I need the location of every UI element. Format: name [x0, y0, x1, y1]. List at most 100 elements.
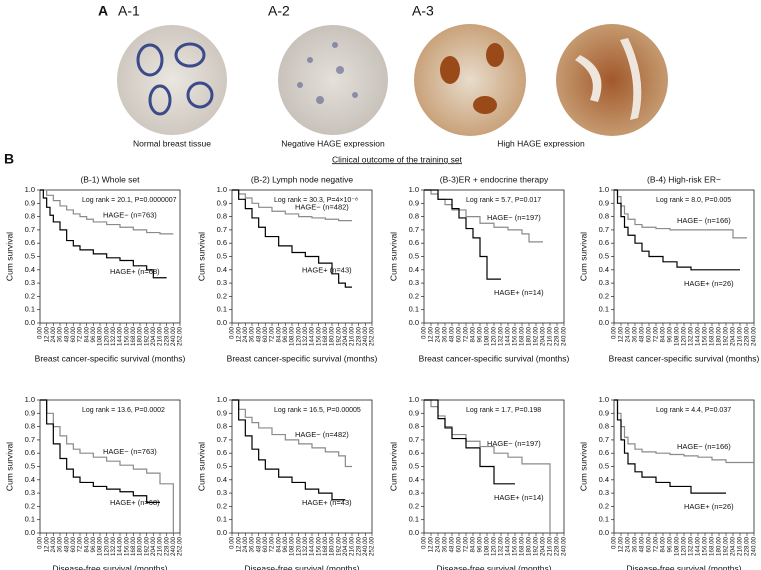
- y-tick-label: 0.9: [599, 198, 609, 207]
- annotation: Log rank = 30.3, P=4×10⁻⁸: [274, 197, 358, 204]
- y-tick-label: 1.0: [25, 395, 35, 404]
- y-tick-label: 0.9: [25, 198, 35, 207]
- y-tick-label: 0.7: [599, 225, 609, 234]
- x-tick-label: 0.00: [611, 326, 618, 339]
- x-tick-label: 216.00: [157, 536, 164, 555]
- y-tick-label: 0.1: [217, 305, 227, 314]
- x-tick-label: 252.00: [369, 326, 376, 345]
- y-tick-label: 0.1: [217, 515, 227, 524]
- x-tick-label: 168.00: [519, 326, 526, 345]
- x-tick-label: 132.00: [302, 326, 309, 345]
- annotation: Log rank = 5.7, P=0.017: [466, 197, 541, 204]
- glands: [136, 42, 214, 116]
- x-axis-label: Disease-free survival (months): [52, 563, 167, 570]
- x-tick-label: 216.00: [547, 326, 554, 345]
- y-tick-label: 0.5: [25, 251, 35, 260]
- x-tick-label: 216.00: [349, 536, 356, 555]
- y-tick-label: 0.4: [409, 265, 419, 274]
- x-tick-label: 84.00: [275, 326, 282, 342]
- y-tick-label: 0.0: [25, 318, 35, 327]
- curve-label: HAGE+ (n=14): [494, 493, 544, 502]
- image-caption: Negative HAGE expression: [281, 138, 385, 148]
- x-axis-label: Breast cancer-specific survival (months): [227, 353, 378, 363]
- x-tick-label: 48.00: [639, 326, 646, 342]
- x-tick-label: 228.00: [355, 536, 362, 555]
- y-tick-label: 0.6: [599, 238, 609, 247]
- stain: [440, 43, 504, 114]
- x-tick-label: 168.00: [519, 536, 526, 555]
- survival-curve: [232, 189, 352, 222]
- x-tick-label: 24.00: [50, 326, 57, 342]
- x-tick-label: 204.00: [730, 326, 737, 345]
- x-tick-label: 0.00: [37, 536, 44, 549]
- survival-curve: [40, 189, 174, 235]
- x-tick-label: 216.00: [547, 536, 554, 555]
- y-tick-label: 0.0: [217, 528, 227, 537]
- y-tick-label: 0.2: [217, 291, 227, 300]
- x-tick-label: 36.00: [57, 326, 64, 342]
- x-tick-label: 0.00: [229, 536, 236, 549]
- y-tick-label: 1.0: [217, 185, 227, 194]
- tissue-image: [117, 25, 227, 135]
- tissue-image: [278, 25, 388, 135]
- x-tick-label: 48.00: [639, 536, 646, 552]
- y-tick-label: 0.2: [599, 291, 609, 300]
- x-tick-label: 156.00: [315, 326, 322, 345]
- y-tick-label: 0.3: [25, 488, 35, 497]
- y-tick-label: 0.3: [25, 278, 35, 287]
- x-tick-label: 96.00: [667, 326, 674, 342]
- x-tick-label: 228.00: [355, 326, 362, 345]
- y-tick-label: 0.3: [409, 488, 419, 497]
- image-caption: High HAGE expression: [497, 138, 585, 148]
- y-tick-label: 0.3: [599, 488, 609, 497]
- x-tick-label: 108.00: [484, 536, 491, 555]
- x-tick-label: 180.00: [716, 326, 723, 345]
- y-tick-label: 0.8: [25, 212, 35, 221]
- y-axis-label: Cum survival: [388, 232, 398, 281]
- chart-title: (B-4) High-risk ER−: [647, 174, 721, 184]
- x-tick-label: 12.00: [428, 326, 435, 342]
- x-tick-label: 84.00: [470, 326, 477, 342]
- x-axis-label: Disease-free survival (months): [626, 563, 741, 570]
- x-tick-label: 12.00: [43, 536, 50, 552]
- y-tick-label: 0.1: [25, 305, 35, 314]
- x-tick-label: 228.00: [163, 536, 170, 555]
- y-tick-label: 0.3: [409, 278, 419, 287]
- x-tick-label: 168.00: [322, 326, 329, 345]
- x-tick-label: 132.00: [110, 326, 117, 345]
- x-tick-label: 120.00: [295, 326, 302, 345]
- x-tick-label: 192.00: [335, 536, 342, 555]
- x-tick-label: 192.00: [143, 536, 150, 555]
- x-tick-label: 72.00: [77, 536, 84, 552]
- x-tick-label: 24.00: [435, 326, 442, 342]
- y-tick-label: 0.4: [217, 265, 227, 274]
- y-tick-label: 0.1: [409, 515, 419, 524]
- y-tick-label: 0.6: [409, 448, 419, 457]
- x-tick-label: 24.00: [625, 326, 632, 342]
- x-tick-label: 156.00: [315, 536, 322, 555]
- y-tick-label: 0.8: [409, 422, 419, 431]
- x-tick-label: 144.00: [695, 536, 702, 555]
- x-tick-label: 168.00: [130, 536, 137, 555]
- tissue-image: [556, 24, 668, 136]
- x-tick-label: 240.00: [561, 536, 568, 555]
- y-tick-label: 0.9: [599, 408, 609, 417]
- x-tick-label: 0.00: [421, 536, 428, 549]
- image-label: A-2: [268, 3, 290, 19]
- x-tick-label: 132.00: [110, 536, 117, 555]
- y-tick-label: 0.5: [25, 461, 35, 470]
- x-tick-label: 144.00: [505, 536, 512, 555]
- x-tick-label: 84.00: [83, 536, 90, 552]
- annotation: Log rank = 20.1, P=0.0000007: [82, 197, 177, 204]
- y-tick-label: 0.6: [409, 238, 419, 247]
- tissue-image: [414, 24, 526, 136]
- x-tick-label: 144.00: [505, 326, 512, 345]
- x-tick-label: 72.00: [463, 326, 470, 342]
- image-label: A-3: [412, 3, 434, 19]
- x-tick-label: 120.00: [491, 536, 498, 555]
- y-tick-label: 0.7: [409, 435, 419, 444]
- y-axis-label: Cum survival: [578, 442, 588, 491]
- curve-label: HAGE+ (n=43): [302, 265, 352, 274]
- x-tick-label: 24.00: [625, 536, 632, 552]
- y-tick-label: 0.4: [409, 475, 419, 484]
